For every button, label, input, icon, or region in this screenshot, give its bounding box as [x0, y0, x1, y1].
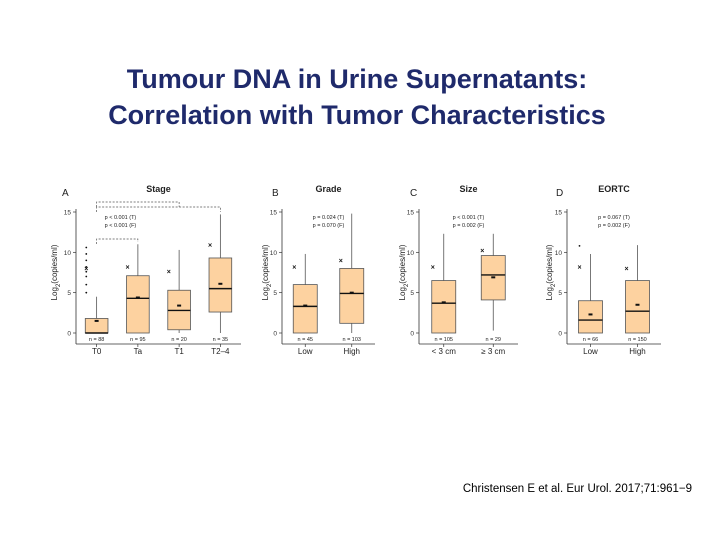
- y-tick-label: 15: [407, 210, 415, 217]
- panel-label: C: [410, 188, 417, 199]
- n-label: n = 103: [342, 337, 361, 343]
- mean-marker: [635, 303, 640, 306]
- outlier-point: [578, 244, 581, 247]
- mean-marker: [349, 291, 354, 294]
- p-value-label: p = 0.070 (F): [313, 223, 345, 229]
- slide-title-line2: Correlation with Tumor Characteristics: [108, 100, 606, 130]
- y-tick-label: 10: [64, 250, 72, 257]
- mean-marker: [588, 313, 593, 316]
- y-tick-label: 5: [410, 290, 414, 297]
- box: [208, 257, 233, 313]
- box: [578, 300, 603, 334]
- x-tick-label: Low: [298, 347, 313, 356]
- mean-marker: [177, 304, 182, 307]
- p-value-label: p < 0.001 (T): [453, 215, 485, 221]
- x-tick-label: T2–4: [211, 347, 230, 356]
- box: [292, 284, 318, 334]
- p-value-label: p < 0.001 (T): [105, 215, 137, 221]
- mean-marker: [94, 319, 99, 322]
- outlier-point: [85, 265, 88, 268]
- outlier-point: [85, 283, 88, 286]
- n-label: n = 88: [89, 337, 104, 343]
- y-axis-label: Log2(copies/ml): [398, 244, 410, 300]
- citation: Christensen E et al. Eur Urol. 2017;71:9…: [462, 483, 692, 495]
- x-tick-label: T1: [174, 347, 184, 356]
- n-label: n = 95: [130, 337, 145, 343]
- n-label: n = 45: [298, 337, 313, 343]
- outlier-point: [85, 253, 88, 255]
- panel-label: B: [272, 188, 279, 199]
- max-marker: ×: [292, 264, 296, 271]
- panel-label: D: [556, 188, 563, 199]
- panel-title: Size: [459, 184, 477, 194]
- n-label: n = 150: [628, 337, 647, 343]
- y-tick-label: 0: [273, 331, 277, 338]
- y-tick-label: 15: [555, 210, 563, 217]
- p-value-label: p = 0.024 (T): [313, 215, 345, 221]
- outlier-point: [85, 246, 88, 249]
- y-tick-label: 0: [67, 331, 71, 338]
- p-value-label: p = 0.002 (F): [598, 223, 630, 229]
- outlier-point: [85, 275, 88, 278]
- mean-marker: [218, 282, 223, 285]
- outlier-point: [85, 291, 88, 294]
- box: [625, 280, 650, 334]
- n-label: n = 29: [486, 337, 501, 343]
- y-tick-label: 10: [555, 250, 563, 257]
- x-tick-label: < 3 cm: [432, 347, 457, 356]
- p-value-label: p < 0.001 (F): [105, 223, 137, 229]
- comparison-bracket: [96, 206, 221, 212]
- x-tick-label: High: [344, 347, 360, 356]
- y-tick-label: 5: [67, 290, 71, 297]
- max-marker: ×: [208, 243, 212, 250]
- n-label: n = 20: [171, 337, 186, 343]
- slide-title-line1: Tumour DNA in Urine Supernatants:: [126, 64, 588, 94]
- x-tick-label: High: [629, 347, 645, 356]
- max-marker: ×: [167, 269, 171, 276]
- box: [431, 280, 457, 334]
- max-marker: ×: [84, 266, 88, 273]
- mean-marker: [135, 296, 140, 299]
- comparison-bracket: [96, 201, 180, 207]
- y-tick-label: 10: [407, 250, 415, 257]
- max-marker: ×: [624, 266, 628, 273]
- box: [339, 268, 365, 324]
- y-tick-label: 10: [270, 250, 278, 257]
- y-axis-label: Log2(copies/ml): [545, 244, 557, 300]
- p-value-label: p = 0.067 (T): [598, 215, 630, 221]
- panel-title: Stage: [146, 184, 171, 194]
- y-tick-label: 5: [273, 290, 277, 297]
- n-label: n = 105: [434, 337, 453, 343]
- y-axis-label: Log2(copies/ml): [50, 244, 62, 300]
- max-marker: ×: [480, 248, 484, 255]
- outlier-point: [85, 259, 88, 262]
- box: [126, 275, 150, 334]
- max-marker: ×: [339, 258, 343, 265]
- panel-label: A: [62, 188, 69, 199]
- mean-marker: [441, 301, 446, 304]
- max-marker: ×: [431, 264, 435, 271]
- y-tick-label: 15: [64, 210, 72, 217]
- y-tick-label: 5: [558, 290, 562, 297]
- n-label: n = 66: [583, 337, 598, 343]
- max-marker: ×: [125, 264, 129, 271]
- n-label: n = 35: [213, 337, 228, 343]
- outlier-point: [85, 270, 88, 273]
- panel-title: Grade: [315, 184, 341, 194]
- p-value-label: p = 0.002 (F): [453, 223, 485, 229]
- x-tick-label: T0: [92, 347, 102, 356]
- x-tick-label: Ta: [134, 347, 143, 356]
- x-tick-label: Low: [583, 347, 598, 356]
- panel-title: EORTC: [598, 184, 630, 194]
- max-marker: ×: [577, 264, 581, 271]
- y-tick-label: 0: [558, 331, 562, 338]
- mean-marker: [491, 276, 496, 279]
- y-axis-label: Log2(copies/ml): [261, 244, 273, 300]
- y-tick-label: 15: [270, 210, 278, 217]
- mean-marker: [303, 304, 308, 307]
- x-tick-label: ≥ 3 cm: [481, 347, 505, 356]
- y-tick-label: 0: [410, 331, 414, 338]
- comparison-bracket: [96, 238, 139, 244]
